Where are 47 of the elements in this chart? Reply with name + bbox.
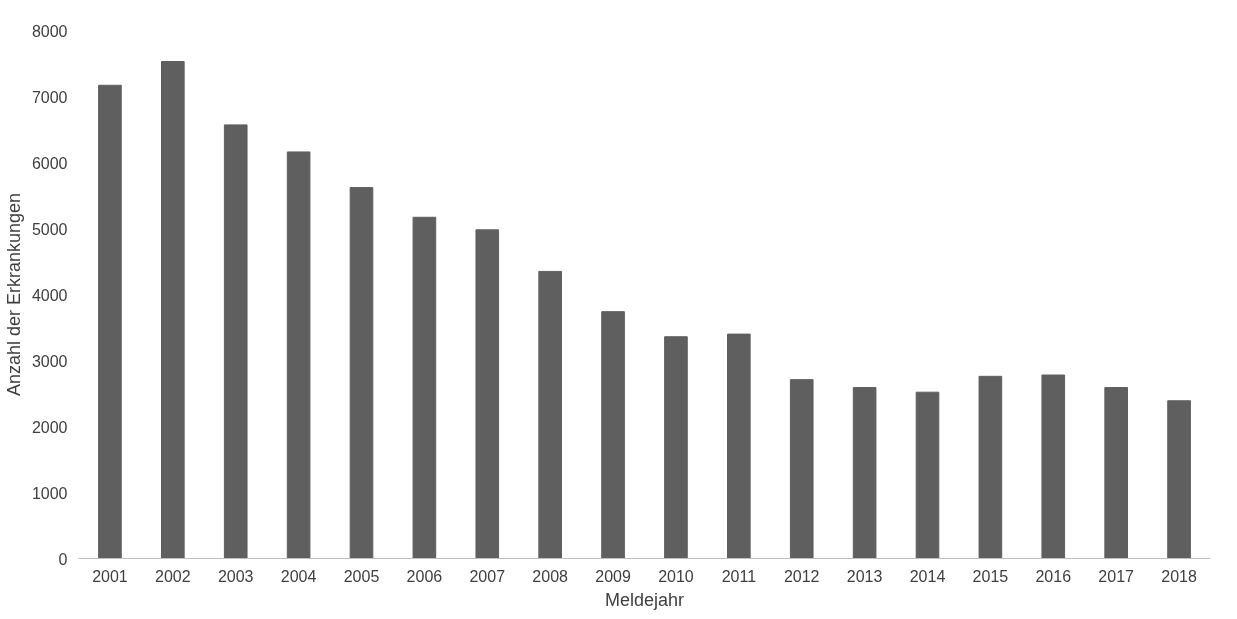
x-tick-label: 2014 [909,567,946,585]
x-tick-label: 2010 [658,567,694,585]
x-tick-label: 2006 [406,567,443,585]
y-tick-label: 3000 [31,352,68,370]
x-tick-label: 2011 [721,567,757,585]
x-tick-label: 2004 [280,567,317,585]
bar [475,229,500,559]
bar [601,311,625,559]
y-tick-label: 5000 [31,220,68,238]
bar [223,124,248,559]
x-tick-label: 2015 [972,567,1009,585]
bar [349,187,374,559]
x-tick-label: 2001 [92,567,128,585]
y-tick-label: 0 [58,550,68,568]
bar [789,379,814,559]
bar [664,336,688,559]
x-tick-label: 2003 [217,567,254,585]
x-tick-label: 2017 [1098,567,1135,585]
bar [1104,387,1128,559]
y-tick-label: 7000 [31,88,68,106]
y-tick-label: 2000 [31,418,68,436]
x-tick-label: 2008 [532,567,569,585]
bar [161,61,185,559]
x-tick-label: 2018 [1161,567,1197,585]
x-tick-label: 2009 [595,567,631,585]
bar [1041,374,1066,559]
bar [978,375,1003,559]
bar [98,84,122,559]
bar [915,391,940,559]
y-tick-label: 8000 [31,22,68,40]
x-tick-label: 2005 [343,567,380,585]
bar [412,216,437,559]
x-tick-label: 2013 [846,567,883,585]
y-tick-label: 6000 [31,154,68,172]
bar [852,387,877,559]
bar [727,333,751,559]
bar [538,270,562,559]
bar [1167,400,1191,559]
x-tick-label: 2002 [155,567,191,585]
bar [286,151,311,559]
x-tick-label: 2012 [783,567,820,585]
x-tick-label: 2016 [1035,567,1072,585]
x-axis-title: Meldejahr [604,589,685,610]
y-tick-label: 4000 [31,286,68,304]
x-tick-label: 2007 [469,567,506,585]
y-axis-title: Anzahl der Erkrankungen [3,192,24,397]
y-tick-label: 1000 [31,484,68,502]
